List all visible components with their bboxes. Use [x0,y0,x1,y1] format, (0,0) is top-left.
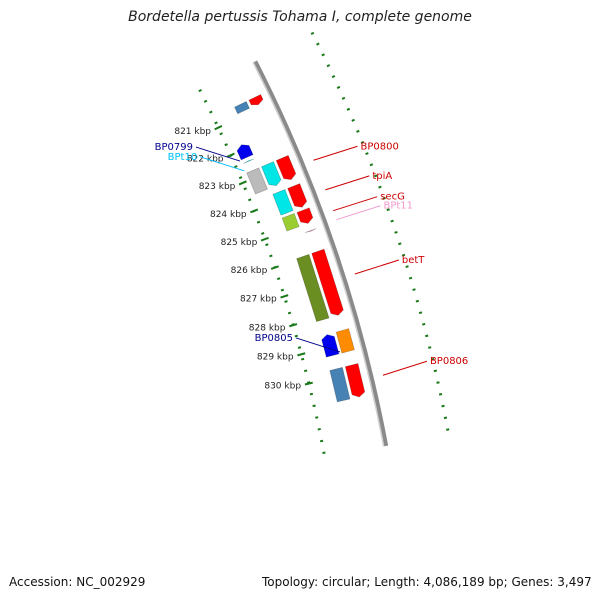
feature-bp0800-cyan [261,161,282,186]
backbone-group [252,60,389,447]
feature-bp0800-gray [246,167,268,195]
label-secg: secG [380,192,405,203]
label-bpt11-leader [336,205,381,221]
tick-mark-830 [304,381,313,386]
tick-label-828: 828 kbp [249,323,286,333]
map-title: Bordetella pertussis Tohama I, complete … [128,9,472,25]
label-bp0805-leader [295,337,341,353]
tick-mark-827 [280,294,289,299]
tick-label-829: 829 kbp [257,352,294,362]
feature-red-821a [248,94,264,106]
feature-bett-red [311,248,344,316]
tick-label-830: 830 kbp [264,381,301,391]
feature-tpia-red [287,183,308,208]
tick-mark-825 [260,236,269,242]
feature-bp0800-red [275,154,297,180]
backbone-highlight [252,62,385,447]
label-tpia-leader [325,175,370,191]
tick-label-822: 822 kbp [187,154,224,164]
label-bp0806: BP0806 [430,356,468,367]
feature-secg-red [296,207,314,224]
label-bp0800-leader [313,145,358,161]
tick-mark-822 [226,152,235,158]
feature-bett-olive [296,253,330,323]
backbone-line [252,60,389,447]
feature-bp0806-steel [329,366,351,403]
feature-bp0805-blue [321,334,340,358]
tick-mark-829 [297,352,306,357]
label-secg-leader [333,196,378,212]
feature-tpia-cyan [272,189,294,216]
label-bp0806-leader [382,360,428,376]
tick-mark-821 [214,125,223,131]
tick-label-827: 827 kbp [240,295,277,305]
summary-text: Topology: circular; Length: 4,086,189 bp… [262,575,592,589]
tick-mark-824 [250,208,259,214]
feature-secg-lime [281,213,300,232]
label-bpt10-leader [200,156,245,172]
label-bett-leader [354,259,400,275]
label-bp0799: BP0799 [155,142,193,153]
feature-group [234,94,366,403]
feature-bp0806-red [344,363,366,398]
label-tpia: tpiA [372,171,392,182]
tick-label-824: 824 kbp [210,210,247,220]
feature-bpt11 [304,228,317,233]
tick-mark-828 [289,323,298,328]
label-bp0800: BP0800 [361,141,399,152]
accession-text: Accession: NC_002929 [9,575,146,589]
feature-bp0799 [236,144,254,161]
feature-bpt10 [243,158,255,164]
tick-label-823: 823 kbp [199,182,236,192]
label-bp0805: BP0805 [255,333,293,344]
tick-label-821: 821 kbp [174,127,211,137]
label-bp0799-leader [195,146,241,162]
tick-label-825: 825 kbp [221,238,258,248]
label-bpt10: BPt10 [168,152,198,163]
tick-mark-823 [238,180,247,186]
tick-group: 821 kbp 822 kbp 823 kbp 824 kbp 825 kbp 826 k… [174,125,313,391]
feature-bp0805-orange [335,328,355,354]
tick-label-826: 826 kbp [231,266,268,276]
label-bpt11: BPt11 [383,201,413,212]
tick-mark-826 [270,265,280,270]
feature-steel-821a [234,101,250,115]
label-bett: betT [402,255,425,266]
